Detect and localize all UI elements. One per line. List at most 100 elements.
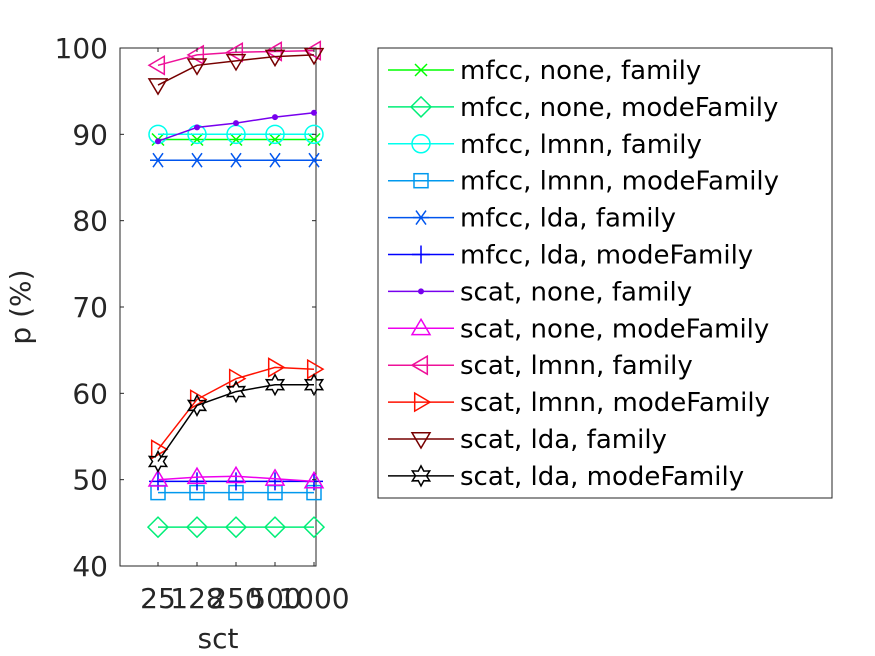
- legend: mfcc, none, family mfcc, none, modeFamily…: [377, 47, 833, 499]
- legend-marker: [411, 134, 431, 154]
- data-point: [225, 465, 247, 484]
- y-tick-label: 100: [55, 32, 108, 65]
- data-point: [225, 53, 247, 72]
- y-axis-label: p (%): [4, 269, 37, 344]
- legend-label: scat, lda, family: [460, 425, 667, 455]
- series-line: [157, 475, 315, 483]
- x-tick-label: 25: [140, 582, 176, 615]
- legend-entry: mfcc, lda, modeFamily: [388, 241, 753, 271]
- legend-label: scat, lda, modeFamily: [460, 462, 744, 492]
- data-point: [186, 58, 208, 76]
- legend-marker: [418, 288, 424, 295]
- data-point: [264, 41, 283, 62]
- series-line: [157, 383, 314, 462]
- data-point: [225, 379, 247, 404]
- data-point: [186, 393, 208, 418]
- data-point: [147, 469, 169, 487]
- data-point: [303, 373, 325, 397]
- data-point: [185, 516, 209, 539]
- legend-entry: mfcc, none, family: [388, 56, 701, 86]
- legend-entry: scat, lmnn, modeFamily: [388, 388, 770, 418]
- legend-entry: scat, lda, modeFamily: [388, 462, 744, 492]
- legend-label: mfcc, lmnn, family: [460, 130, 702, 160]
- y-axis: 40 50 60 70 80 90 100: [55, 32, 316, 583]
- data-point: [194, 124, 200, 131]
- legend-label: scat, none, family: [460, 277, 692, 307]
- legend-marker: [412, 245, 430, 264]
- data-point: [264, 468, 286, 486]
- legend-label: scat, lmnn, modeFamily: [460, 388, 770, 418]
- data-point: [311, 109, 317, 116]
- data-point: [188, 472, 206, 491]
- data-point: [147, 449, 169, 474]
- series-1: [146, 516, 326, 539]
- data-point: [224, 516, 248, 539]
- data-point: [190, 132, 204, 147]
- y-tick-label: 90: [72, 118, 108, 151]
- data-point: [147, 54, 166, 76]
- x-tick-label: 128: [170, 582, 223, 615]
- legend-entry: mfcc, lmnn, modeFamily: [388, 167, 779, 197]
- data-point: [303, 470, 325, 489]
- data-point: [306, 152, 322, 168]
- data-point: [302, 516, 326, 539]
- legend-marker: [413, 172, 429, 189]
- legend-label: scat, lmnn, family: [460, 351, 693, 381]
- data-point: [150, 152, 166, 168]
- series-8: [147, 40, 322, 76]
- data-point: [267, 357, 286, 378]
- series-4: [150, 152, 322, 168]
- data-point: [229, 132, 243, 147]
- x-axis-label: sct: [198, 622, 239, 655]
- legend-entry: mfcc, lda, family: [388, 204, 676, 234]
- legend-box: [377, 47, 833, 499]
- series-layer: [146, 40, 326, 539]
- legend-label: mfcc, lmnn, modeFamily: [460, 167, 779, 197]
- data-point: [147, 78, 169, 96]
- series-6: [155, 109, 317, 145]
- legend-marker: [413, 210, 429, 226]
- legend-label: mfcc, lda, family: [460, 204, 676, 234]
- y-tick-label: 60: [72, 377, 108, 410]
- y-tick-label: 80: [72, 205, 108, 238]
- y-tick-label: 70: [72, 291, 108, 324]
- data-point: [227, 472, 245, 491]
- legend-entry: mfcc, none, modeFamily: [388, 93, 778, 123]
- data-point: [263, 516, 287, 539]
- legend-entry: scat, none, modeFamily: [388, 314, 769, 344]
- x-tick-label: 250: [209, 582, 262, 615]
- legend-entry: scat, none, family: [388, 277, 692, 307]
- data-point: [225, 42, 244, 63]
- legend-marker: [414, 63, 428, 77]
- series-7: [147, 465, 325, 489]
- legend-marker: [409, 95, 433, 118]
- y-tick-label: 40: [72, 550, 108, 583]
- legend-marker: [410, 431, 432, 450]
- data-point: [304, 124, 324, 145]
- legend-label: mfcc, none, modeFamily: [460, 93, 778, 123]
- legend-entry: scat, lmnn, family: [388, 351, 693, 381]
- y-tick-label: 50: [72, 464, 108, 497]
- series-0: [151, 132, 321, 147]
- series-line: [157, 366, 315, 450]
- data-point: [268, 132, 282, 147]
- series-line: [157, 49, 315, 67]
- data-point: [272, 114, 278, 121]
- data-point: [146, 516, 170, 539]
- data-point: [155, 138, 161, 145]
- legend-label: mfcc, lda, modeFamily: [460, 241, 753, 271]
- data-point: [264, 373, 286, 397]
- series-11: [147, 373, 325, 474]
- legend-marker: [410, 317, 432, 336]
- legend-entry: mfcc, lmnn, family: [388, 130, 702, 160]
- data-point: [307, 132, 321, 147]
- data-point: [306, 358, 325, 380]
- data-point: [265, 124, 285, 145]
- data-point: [228, 152, 244, 168]
- data-point: [267, 152, 283, 168]
- data-point: [233, 120, 239, 127]
- legend-entry: scat, lda, family: [388, 425, 667, 455]
- legend-label: scat, none, modeFamily: [460, 314, 769, 344]
- legend-marker: [410, 354, 429, 376]
